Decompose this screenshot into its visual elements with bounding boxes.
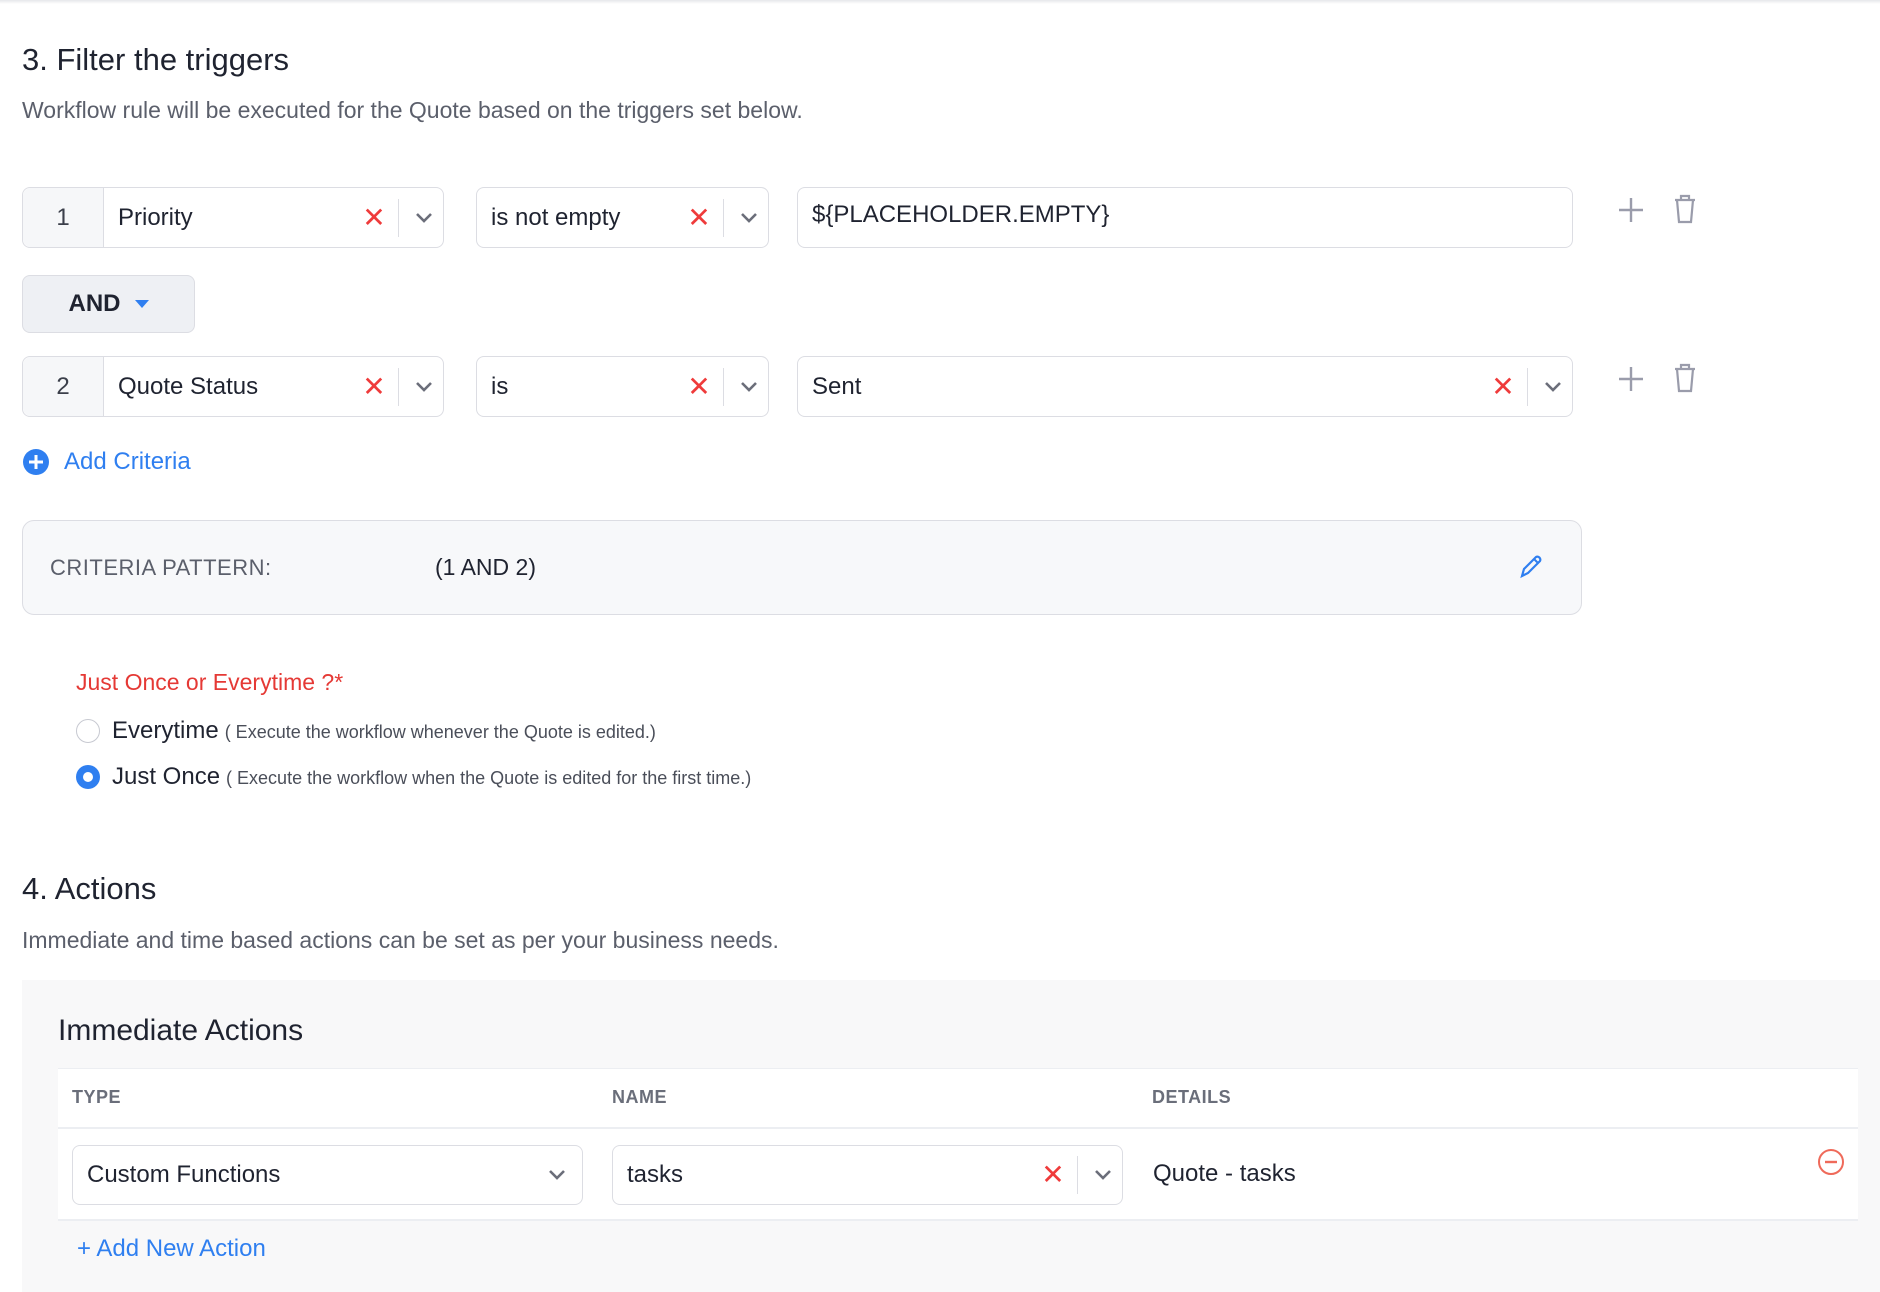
- add-new-action-button[interactable]: + Add New Action: [77, 1235, 266, 1262]
- clear-icon[interactable]: ✕: [1041, 1159, 1065, 1190]
- action-type-value: Custom Functions: [87, 1161, 281, 1188]
- action-name-value: tasks: [627, 1161, 684, 1188]
- value-text: Sent: [812, 372, 862, 400]
- section-subtitle-actions: Immediate and time based actions can be …: [22, 927, 779, 953]
- chevron-down-icon[interactable]: [405, 212, 443, 224]
- clear-icon[interactable]: ✕: [1491, 370, 1515, 402]
- criteria-value-select-2[interactable]: Sent ✕: [797, 356, 1573, 417]
- chevron-down-icon[interactable]: [1084, 1169, 1122, 1181]
- add-row-icon[interactable]: [1617, 365, 1645, 398]
- trash-icon[interactable]: [1673, 194, 1697, 229]
- connector-dropdown[interactable]: AND: [22, 275, 195, 333]
- section-title-actions: 4. Actions: [22, 871, 157, 906]
- column-header-name: NAME: [612, 1087, 667, 1107]
- action-name-select[interactable]: tasks ✕: [612, 1145, 1123, 1205]
- criteria-pattern-value: (1 AND 2): [435, 554, 536, 580]
- chevron-down-icon[interactable]: [538, 1169, 576, 1181]
- section-title-filter: 3. Filter the triggers: [22, 42, 290, 77]
- chevron-down-icon[interactable]: [405, 381, 443, 393]
- add-criteria-label: Add Criteria: [64, 448, 191, 475]
- operator-value: is: [491, 372, 509, 400]
- connector-label: AND: [68, 290, 121, 317]
- top-divider: [0, 0, 1880, 4]
- column-header-details: DETAILS: [1152, 1087, 1232, 1107]
- field-value: Quote Status: [118, 372, 259, 400]
- frequency-label: Just Once or Everytime ?*: [76, 669, 344, 695]
- caret-down-icon: [134, 300, 149, 308]
- criteria-number: 1: [23, 188, 104, 247]
- trash-icon[interactable]: [1673, 363, 1697, 398]
- add-criteria-button[interactable]: Add Criteria: [22, 448, 191, 476]
- row-divider: [58, 1219, 1858, 1221]
- radio-everytime-label[interactable]: Everytime( Execute the workflow whenever…: [112, 717, 656, 744]
- pencil-icon[interactable]: [1517, 551, 1547, 586]
- criteria-pattern-box: CRITERIA PATTERN: (1 AND 2): [22, 520, 1582, 615]
- clear-icon[interactable]: ✕: [687, 370, 711, 402]
- remove-action-icon[interactable]: [1817, 1148, 1845, 1181]
- action-details: Quote - tasks: [1153, 1160, 1296, 1187]
- radio-everytime[interactable]: [76, 719, 100, 743]
- criteria-operator-select-2[interactable]: is ✕: [476, 356, 769, 417]
- chevron-down-icon[interactable]: [1534, 381, 1572, 393]
- criteria-operator-select-1[interactable]: is not empty ✕: [476, 187, 769, 248]
- criteria-pattern-label: CRITERIA PATTERN:: [50, 555, 272, 580]
- chevron-down-icon[interactable]: [730, 212, 768, 224]
- criteria-field-select-2[interactable]: 2 Quote Status ✕: [22, 356, 444, 417]
- criteria-number: 2: [23, 357, 104, 416]
- clear-icon[interactable]: ✕: [362, 370, 386, 402]
- radio-just-once[interactable]: [76, 765, 100, 789]
- add-row-icon[interactable]: [1617, 196, 1645, 229]
- criteria-value-input-1[interactable]: ${PLACEHOLDER.EMPTY}: [797, 187, 1573, 248]
- criteria-field-select-1[interactable]: 1 Priority ✕: [22, 187, 444, 248]
- column-header-type: TYPE: [72, 1087, 122, 1107]
- clear-icon[interactable]: ✕: [362, 201, 386, 233]
- action-type-select[interactable]: Custom Functions: [72, 1145, 583, 1205]
- radio-just-once-label[interactable]: Just Once( Execute the workflow when the…: [112, 763, 752, 790]
- plus-circle-icon: [23, 449, 49, 475]
- operator-value: is not empty: [491, 203, 621, 231]
- value-text: ${PLACEHOLDER.EMPTY}: [812, 201, 1110, 228]
- immediate-actions-title: Immediate Actions: [58, 1014, 304, 1047]
- field-value: Priority: [118, 203, 193, 231]
- section-subtitle-filter: Workflow rule will be executed for the Q…: [22, 97, 803, 123]
- clear-icon[interactable]: ✕: [687, 201, 711, 233]
- chevron-down-icon[interactable]: [730, 381, 768, 393]
